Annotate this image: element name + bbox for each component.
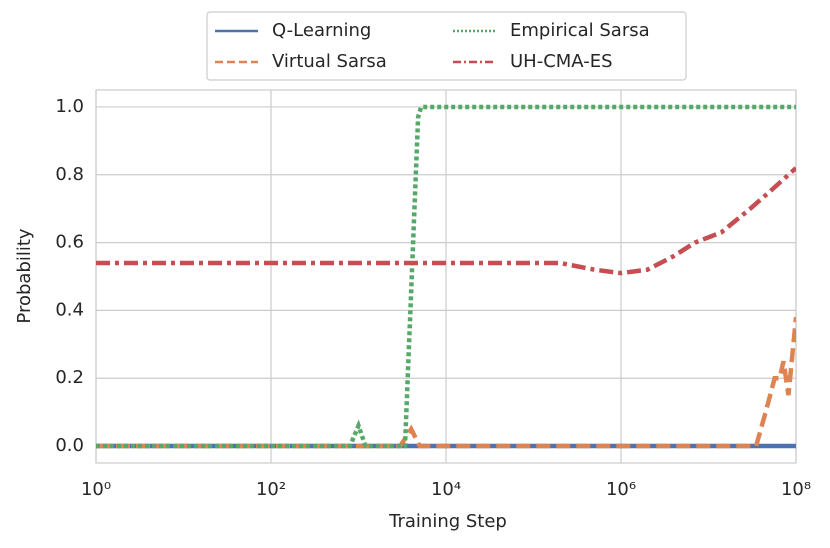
y-tick-label: 0.8: [55, 164, 84, 185]
series-line: [96, 104, 796, 449]
y-tick-label: 0.6: [55, 232, 84, 253]
x-tick-label: 10⁶: [606, 479, 636, 500]
legend-box: [206, 11, 687, 81]
y-tick-label: 0.0: [55, 435, 84, 456]
series-line: [96, 316, 796, 449]
y-tick-label: 1.0: [55, 96, 84, 117]
legend-label: Q-Learning: [272, 20, 371, 41]
y-tick-label: 0.2: [55, 367, 84, 388]
series-line: [96, 166, 796, 276]
x-tick-label: 10⁴: [431, 479, 461, 500]
legend-label: UH-CMA-ES: [510, 51, 613, 72]
y-axis-title: Probability: [14, 228, 35, 323]
y-tick-label: 0.4: [55, 299, 84, 320]
x-axis-title: Training Step: [388, 511, 507, 532]
legend-label: Virtual Sarsa: [272, 51, 387, 72]
legend-label: Empirical Sarsa: [510, 20, 650, 41]
x-tick-label: 10⁸: [781, 479, 811, 500]
x-tick-label: 10²: [256, 479, 286, 500]
x-tick-label: 10⁰: [81, 479, 111, 500]
